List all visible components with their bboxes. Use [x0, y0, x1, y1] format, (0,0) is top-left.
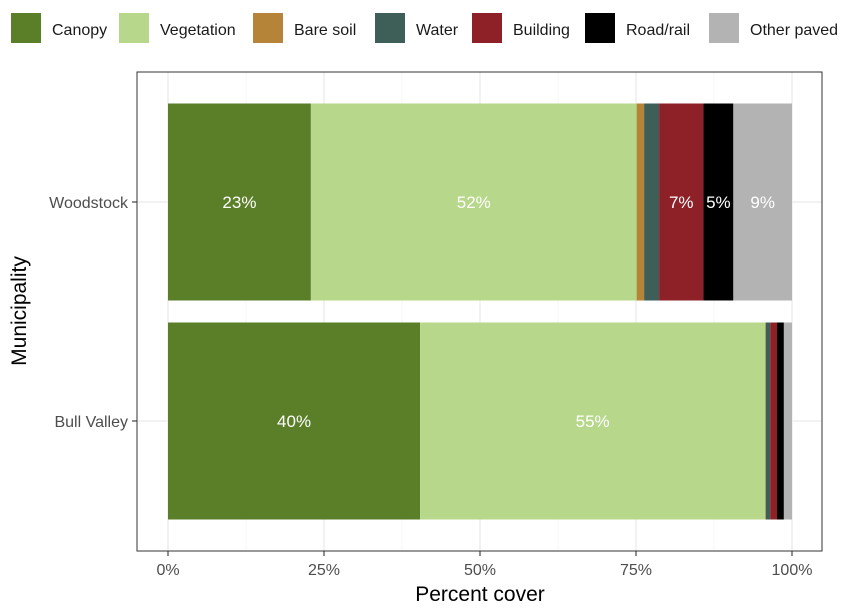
bar-segment: [168, 103, 311, 301]
bar-segment: [770, 322, 778, 520]
legend-swatch: [11, 13, 41, 43]
bar-segment: [644, 103, 660, 301]
bar-segment: [168, 322, 421, 520]
bar-segment: [783, 322, 792, 520]
legend-swatch: [585, 13, 615, 43]
y-axis: Woodstock Bull Valley: [49, 195, 137, 431]
data-label: 5%: [706, 193, 731, 212]
bar-segment: [659, 103, 704, 301]
data-label: 7%: [669, 193, 694, 212]
data-label: 23%: [222, 193, 256, 212]
x-axis-title: Percent cover: [415, 583, 545, 606]
legend-label: Canopy: [52, 22, 107, 39]
bar-segment: [310, 103, 637, 301]
bar-segment: [636, 103, 645, 301]
legend-swatch: [375, 13, 405, 43]
x-tick-label: 25%: [308, 562, 340, 579]
legend-swatch: [709, 13, 739, 43]
data-label: 52%: [457, 193, 491, 212]
legend-label: Building: [513, 22, 570, 39]
legend-label: Vegetation: [160, 22, 236, 39]
legend-swatch: [253, 13, 283, 43]
bar-segment: [733, 103, 792, 301]
data-label: 40%: [277, 412, 311, 431]
x-axis: 0% 25% 50% 75% 100%: [156, 551, 812, 579]
legend-swatch: [472, 13, 502, 43]
data-label: 9%: [750, 193, 775, 212]
y-axis-title: Municipality: [8, 256, 31, 366]
x-tick-label: 50%: [464, 562, 496, 579]
x-tick-label: 0%: [156, 562, 179, 579]
data-labels: 23% 52% 7% 5% 9% 40% 55%: [222, 193, 775, 431]
bar-segment: [765, 322, 771, 520]
x-tick-label: 100%: [772, 562, 813, 579]
legend-label: Other paved: [750, 22, 838, 39]
bar-segment: [703, 103, 734, 301]
bars: [168, 103, 792, 520]
legend: Canopy Vegetation Bare soil Water Building Ro…: [11, 13, 838, 43]
bar-segment: [777, 322, 784, 520]
legend-swatch: [119, 13, 149, 43]
y-tick-label: Bull Valley: [54, 414, 128, 431]
legend-label: Water: [416, 22, 459, 39]
data-label: 55%: [576, 412, 610, 431]
legend-label: Bare soil: [294, 22, 356, 39]
bar-segment: [765, 322, 766, 520]
x-tick-label: 75%: [620, 562, 652, 579]
legend-label: Road/rail: [626, 22, 690, 39]
bar-segment: [420, 322, 766, 520]
y-tick-label: Woodstock: [49, 195, 129, 212]
